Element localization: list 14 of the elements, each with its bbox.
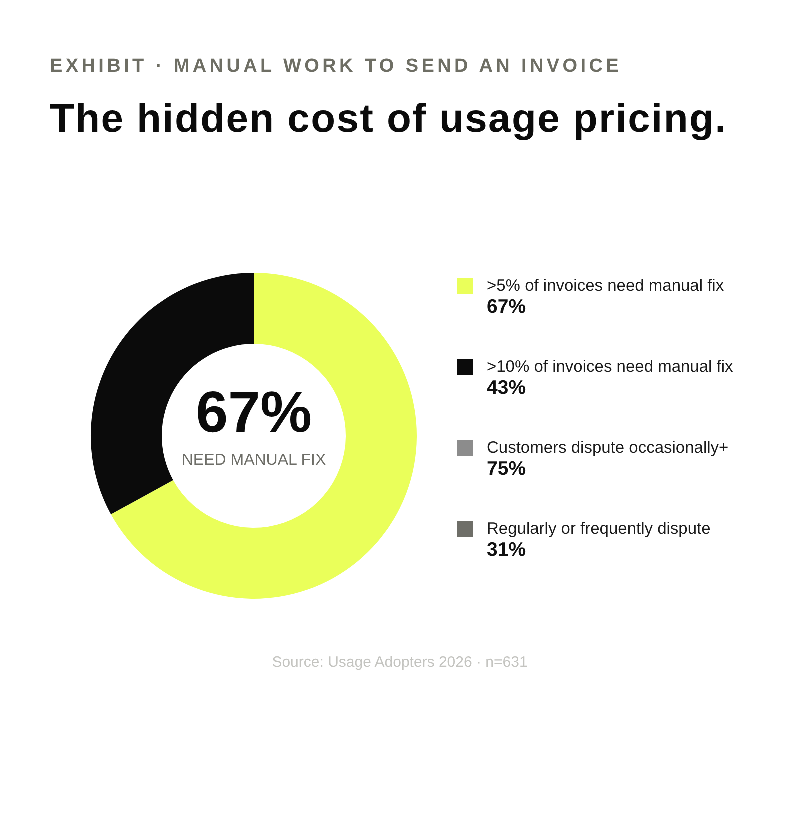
text: 31%	[487, 539, 526, 561]
category-label: >5% of invoices need manual fix	[487, 277, 725, 295]
source-note: Source: Usage Adopters 2026 · n=631	[271, 654, 529, 671]
text: 67%	[487, 296, 526, 318]
category-label: Customers dispute occasionally+	[487, 439, 729, 457]
category-label: >10% of invoices need manual fix	[487, 358, 734, 376]
chart-subtitle: EXHIBIT · MANUAL WORK TO SEND AN INVOICE	[50, 56, 622, 77]
text: NEED MANUAL FIX	[182, 452, 326, 469]
category-label: Regularly or frequently dispute	[487, 520, 711, 538]
text: 43%	[487, 377, 526, 399]
chart-title: The hidden cost of usage pricing.	[50, 97, 728, 141]
text: 67%	[196, 380, 312, 445]
donut-slice	[111, 273, 417, 599]
text: 75%	[487, 458, 526, 480]
